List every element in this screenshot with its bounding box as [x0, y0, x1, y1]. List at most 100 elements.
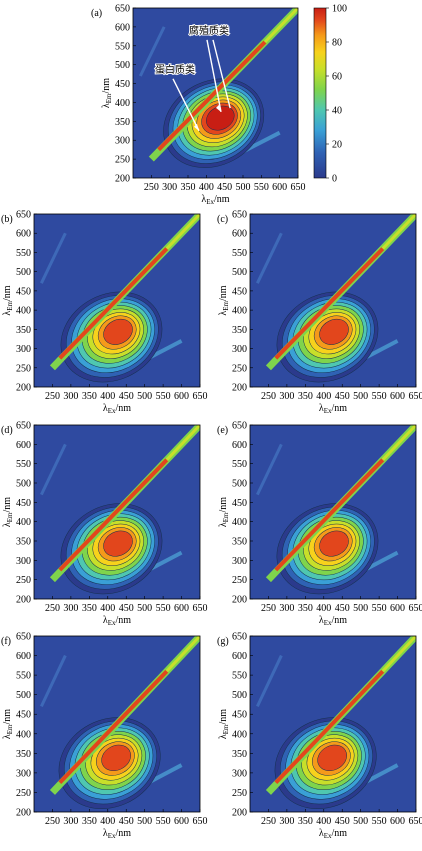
x-tick-label: 500	[353, 816, 368, 827]
y-tick-label: 650	[232, 210, 247, 221]
y-tick-label: 400	[115, 98, 130, 109]
y-tick-label: 200	[232, 595, 247, 606]
y-tick-label: 400	[232, 517, 247, 528]
y-tick-label: 500	[16, 479, 31, 490]
x-tick-label: 400	[100, 816, 115, 827]
colorbar-tick-label: 80	[332, 38, 342, 49]
y-tick-label: 550	[16, 459, 31, 470]
y-tick-label: 450	[16, 286, 31, 297]
y-tick-label: 300	[16, 768, 31, 779]
y-tick-label: 450	[232, 286, 247, 297]
y-tick-label: 200	[16, 595, 31, 606]
x-tick-label: 650	[291, 182, 306, 193]
x-tick-label: 650	[193, 603, 208, 614]
x-tick-label: 300	[279, 816, 294, 827]
y-tick-label: 250	[16, 575, 31, 586]
x-tick-label: 550	[254, 182, 269, 193]
x-tick-label: 650	[409, 816, 422, 827]
x-tick-label: 600	[174, 816, 189, 827]
x-axis-label: λEx/nm	[103, 403, 131, 415]
x-tick-label: 250	[261, 391, 276, 402]
y-tick-label: 550	[232, 248, 247, 259]
y-axis-label: λEm/nm	[2, 709, 14, 739]
y-tick-label: 600	[16, 651, 31, 662]
x-tick-label: 650	[409, 391, 422, 402]
x-tick-label: 500	[137, 391, 152, 402]
x-tick-label: 350	[82, 816, 97, 827]
y-tick-label: 200	[232, 808, 247, 819]
y-tick-label: 350	[16, 749, 31, 760]
panel-label: (c)	[217, 214, 228, 225]
y-tick-label: 650	[16, 210, 31, 221]
x-tick-label: 600	[174, 391, 189, 402]
x-tick-label: 250	[144, 182, 159, 193]
y-tick-label: 350	[115, 117, 130, 128]
x-tick-label: 450	[217, 182, 232, 193]
colorbar-gradient	[314, 8, 326, 178]
y-tick-label: 400	[232, 306, 247, 317]
y-tick-label: 200	[16, 808, 31, 819]
annotation-label: 蛋白质类	[155, 63, 195, 76]
y-tick-label: 250	[16, 363, 31, 374]
y-tick-label: 600	[232, 229, 247, 240]
x-axis-label: λEx/nm	[103, 828, 131, 840]
x-tick-label: 300	[279, 603, 294, 614]
x-tick-label: 600	[390, 816, 405, 827]
panel-label: (a)	[91, 8, 102, 19]
y-tick-label: 500	[16, 690, 31, 701]
y-tick-label: 250	[232, 788, 247, 799]
y-tick-label: 500	[16, 267, 31, 278]
y-tick-label: 500	[232, 690, 247, 701]
y-tick-label: 450	[232, 498, 247, 509]
panel-label: (e)	[217, 425, 228, 436]
y-tick-label: 550	[16, 671, 31, 682]
y-tick-label: 300	[16, 344, 31, 355]
y-tick-label: 300	[232, 344, 247, 355]
y-axis-label: λEm/nm	[218, 497, 230, 527]
x-tick-label: 400	[100, 391, 115, 402]
x-tick-label: 500	[353, 391, 368, 402]
x-tick-label: 250	[45, 816, 60, 827]
y-tick-label: 350	[232, 749, 247, 760]
y-tick-label: 550	[16, 248, 31, 259]
x-tick-label: 550	[372, 603, 387, 614]
x-tick-label: 350	[298, 391, 313, 402]
x-tick-label: 400	[100, 603, 115, 614]
y-tick-label: 200	[115, 174, 130, 185]
x-tick-label: 300	[279, 391, 294, 402]
y-tick-label: 450	[16, 498, 31, 509]
x-axis-label: λEx/nm	[319, 828, 347, 840]
y-tick-label: 350	[232, 537, 247, 548]
x-tick-label: 250	[45, 603, 60, 614]
y-tick-label: 250	[232, 363, 247, 374]
colorbar-tick-label: 100	[332, 4, 347, 15]
y-tick-label: 600	[115, 22, 130, 33]
x-tick-label: 500	[236, 182, 251, 193]
x-tick-label: 350	[82, 391, 97, 402]
y-tick-label: 300	[232, 768, 247, 779]
y-tick-label: 450	[232, 710, 247, 721]
y-tick-label: 650	[16, 421, 31, 432]
x-tick-label: 350	[82, 603, 97, 614]
panel-label: (g)	[217, 636, 229, 647]
x-axis-label: λEx/nm	[103, 615, 131, 627]
y-tick-label: 250	[232, 575, 247, 586]
y-tick-label: 250	[16, 788, 31, 799]
x-tick-label: 500	[137, 816, 152, 827]
y-tick-label: 400	[16, 306, 31, 317]
panel-label: (f)	[1, 636, 11, 647]
x-tick-label: 600	[272, 182, 287, 193]
y-axis-label: λEm/nm	[218, 709, 230, 739]
x-tick-label: 450	[119, 391, 134, 402]
y-tick-label: 600	[16, 440, 31, 451]
x-tick-label: 500	[353, 603, 368, 614]
x-tick-label: 300	[63, 603, 78, 614]
x-tick-label: 400	[316, 603, 331, 614]
